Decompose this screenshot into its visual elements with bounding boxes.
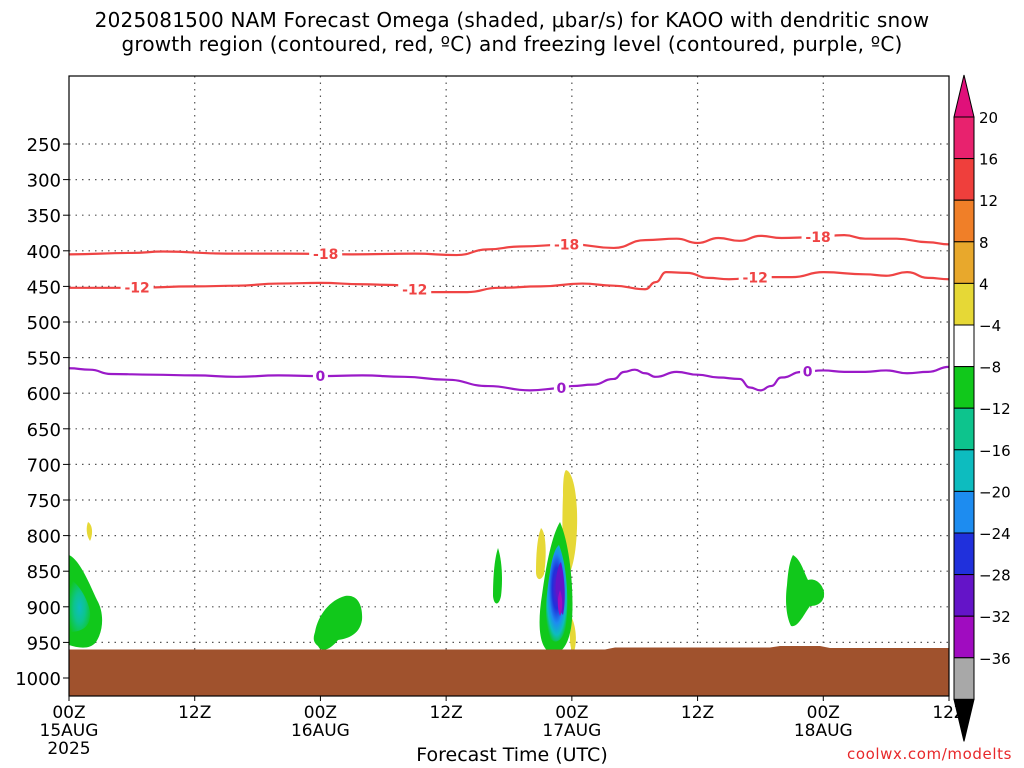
omega-region-green bbox=[493, 548, 502, 604]
omega-region-green bbox=[313, 595, 363, 650]
x-tick-label: 00Z bbox=[304, 703, 337, 723]
y-tick-label: 650 bbox=[27, 420, 61, 441]
contour-label: -18 bbox=[805, 230, 830, 246]
contour-label: -12 bbox=[743, 271, 768, 287]
contour-label-bg bbox=[550, 236, 584, 253]
colorbar-swatch bbox=[953, 657, 975, 700]
chart-title-line-2: growth region (contoured, red, ºC) and f… bbox=[121, 32, 903, 56]
contour-label-bg bbox=[312, 368, 328, 385]
colorbar-swatch bbox=[953, 282, 975, 326]
contour-label: 0 bbox=[557, 381, 567, 397]
omega-region-green bbox=[786, 555, 825, 627]
colorbar-swatch bbox=[953, 407, 975, 451]
y-tick-label: 850 bbox=[27, 562, 61, 583]
contour-line bbox=[69, 365, 949, 392]
contour-label: 0 bbox=[316, 369, 326, 385]
y-tick-label: 900 bbox=[27, 598, 61, 619]
colorbar-swatch bbox=[953, 574, 975, 617]
y-tick-label: 350 bbox=[27, 206, 61, 227]
y-tick-label: 700 bbox=[27, 455, 61, 476]
colorbar-label: 4 bbox=[979, 275, 989, 293]
contour-label-bg bbox=[398, 281, 432, 298]
colorbar-label: −20 bbox=[979, 483, 1011, 501]
omega-region-yellow bbox=[536, 528, 546, 580]
colorbar-label: −24 bbox=[979, 525, 1011, 543]
x-tick-date-label: 15AUG bbox=[40, 721, 99, 741]
x-tick-label: 00Z bbox=[555, 703, 588, 723]
colorbar-bottom-triangle bbox=[953, 698, 975, 742]
colorbar-label: −28 bbox=[979, 567, 1011, 585]
x-tick-label: 00Z bbox=[807, 703, 840, 723]
y-tick-label: 250 bbox=[27, 135, 61, 156]
y-tick-label: 800 bbox=[27, 527, 61, 548]
colorbar-swatch bbox=[953, 449, 975, 492]
contour-label-bg bbox=[800, 363, 816, 380]
colorbar-label: −8 bbox=[979, 359, 1001, 377]
contour-line bbox=[69, 271, 949, 294]
colorbar-swatch bbox=[953, 241, 975, 284]
x-tick-label: 12Z bbox=[430, 703, 463, 723]
x-tick-label: 12Z bbox=[178, 703, 211, 723]
y-tick-label: 300 bbox=[27, 171, 61, 192]
credit-link[interactable]: coolwx.com/modelts bbox=[847, 745, 1012, 763]
contour-line bbox=[69, 234, 949, 257]
omega-region-teal bbox=[69, 578, 91, 632]
colorbar-swatch bbox=[953, 158, 975, 201]
colorbar-label: 8 bbox=[979, 234, 989, 252]
colorbar-swatch bbox=[953, 615, 975, 659]
y-tick-label: 500 bbox=[27, 313, 61, 334]
colorbar-swatch bbox=[953, 532, 975, 576]
contour-label: 0 bbox=[803, 364, 813, 380]
colorbar-swatch bbox=[953, 116, 975, 160]
omega-shading bbox=[69, 470, 825, 654]
colorbar-top-triangle bbox=[953, 74, 975, 118]
colorbar-swatch bbox=[953, 324, 975, 368]
colorbar-swatch bbox=[953, 199, 975, 243]
x-axis-title: Forecast Time (UTC) bbox=[416, 744, 608, 766]
y-tick-label: 950 bbox=[27, 633, 61, 654]
colorbar-swatch bbox=[953, 366, 975, 409]
y-tick-label: 400 bbox=[27, 242, 61, 263]
contour-label-bg bbox=[738, 269, 772, 286]
x-tick-label: 00Z bbox=[52, 703, 85, 723]
contour-label-bg bbox=[801, 228, 835, 245]
colorbar-label: −16 bbox=[979, 442, 1011, 460]
x-tick-date-label: 16AUG bbox=[291, 721, 350, 741]
contour-lines: -18 -18 -18 -12 -12 -12 0 0 0 bbox=[69, 228, 949, 397]
colorbar: 20 16 12 8 4 −4 −8 −12 −16 −20 −24 −28 −32 −36 bbox=[953, 74, 1011, 742]
chart-title-line-1: 2025081500 NAM Forecast Omega (shaded, μ… bbox=[94, 8, 930, 32]
x-tick-label: 12Z bbox=[681, 703, 714, 723]
plot-frame bbox=[68, 75, 950, 697]
axes: 250 300 350 400 450 500 550 600 650 700 750 800 850 9… bbox=[15, 75, 966, 759]
x-tick-date-label: 18AUG bbox=[794, 721, 853, 741]
omega-region-yellow-small bbox=[86, 522, 93, 541]
x-tick-date-label: 17AUG bbox=[542, 721, 601, 741]
colorbar-label: 20 bbox=[979, 109, 998, 127]
terrain-fill bbox=[69, 646, 949, 696]
x-tick-year-label: 2025 bbox=[47, 739, 90, 759]
contour-label-bg bbox=[309, 246, 343, 263]
y-tick-label: 1000 bbox=[15, 669, 61, 690]
colorbar-label: −12 bbox=[979, 400, 1011, 418]
contour-label-bg bbox=[553, 380, 569, 397]
contour-label: -18 bbox=[313, 247, 338, 263]
y-tick-label: 750 bbox=[27, 491, 61, 512]
omega-region-magenta bbox=[557, 590, 563, 616]
contour-label-bg bbox=[120, 279, 154, 296]
contour-label: -12 bbox=[402, 283, 427, 299]
colorbar-label: −32 bbox=[979, 608, 1011, 626]
y-tick-label: 600 bbox=[27, 384, 61, 405]
terrain-surface bbox=[69, 646, 949, 696]
colorbar-label: −36 bbox=[979, 650, 1011, 668]
contour-label: -18 bbox=[554, 238, 579, 254]
y-tick-label: 450 bbox=[27, 277, 61, 298]
colorbar-label: −4 bbox=[979, 317, 1001, 335]
colorbar-swatch bbox=[953, 490, 975, 534]
colorbar-label: 12 bbox=[979, 192, 998, 210]
colorbar-label: 16 bbox=[979, 151, 998, 169]
contour-label: -12 bbox=[124, 281, 149, 297]
omega-region-yellow bbox=[569, 618, 576, 654]
y-tick-label: 550 bbox=[27, 349, 61, 370]
